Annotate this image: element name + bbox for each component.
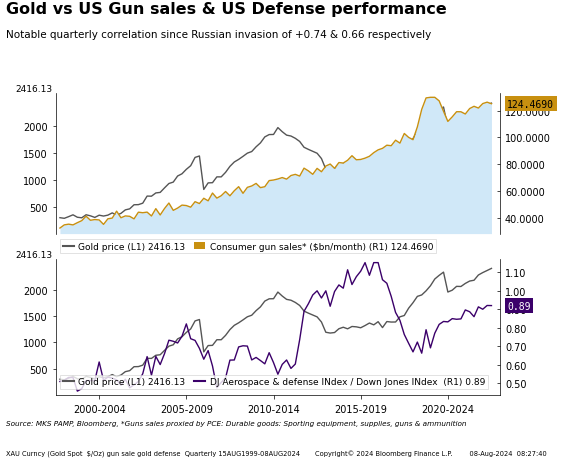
Text: Gold vs US Gun sales & US Defense performance: Gold vs US Gun sales & US Defense perfor… <box>6 2 446 17</box>
Text: 2416.13: 2416.13 <box>16 250 53 259</box>
Legend: Gold price (L1) 2416.13, DJ Aerospace & defense INdex / Down Jones INdex  (R1) 0: Gold price (L1) 2416.13, DJ Aerospace & … <box>60 375 488 389</box>
Text: Source: MKS PAMP, Bloomberg, *Guns sales proxied by PCE: Durable goods: Sporting: Source: MKS PAMP, Bloomberg, *Guns sales… <box>6 420 466 426</box>
Text: Notable quarterly correlation since Russian invasion of +0.74 & 0.66 respectivel: Notable quarterly correlation since Russ… <box>6 30 431 40</box>
Text: 124.4690: 124.4690 <box>507 100 554 109</box>
Text: XAU Curncy (Gold Spot  $/Oz) gun sale gold defense  Quarterly 15AUG1999-08AUG202: XAU Curncy (Gold Spot $/Oz) gun sale gol… <box>6 449 546 457</box>
Text: 0.89: 0.89 <box>507 301 531 311</box>
Text: 2416.13: 2416.13 <box>16 85 53 94</box>
Legend: Gold price (L1) 2416.13, Consumer gun sales* ($bn/month) (R1) 124.4690: Gold price (L1) 2416.13, Consumer gun sa… <box>60 240 436 254</box>
